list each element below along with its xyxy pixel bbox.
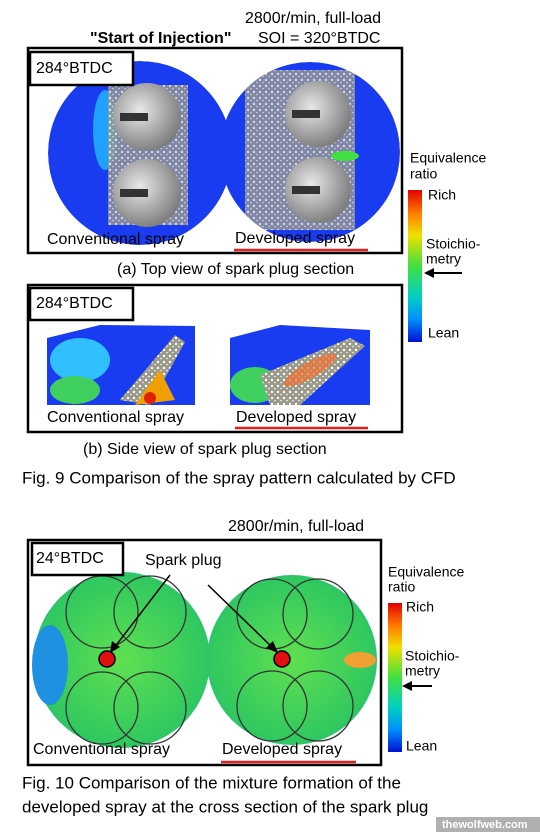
color-bar [388,603,402,752]
angle-label: 284°BTDC [36,295,113,312]
angle-box [30,541,125,577]
angle-box [28,50,135,87]
legend-title: ratio [410,166,437,182]
legend-title: ratio [388,579,415,595]
condition: 2800r/min, full-load [228,518,364,535]
arrow-head [424,268,434,278]
condition: 2800r/min, full-load [245,10,381,27]
panel-frame [26,538,383,767]
injection-value: SOI = 320°BTDC [258,30,380,47]
panel-caption: (a) Top view of spark plug section [117,261,354,278]
panel-frame [26,46,404,255]
side-view-conventional [47,325,195,405]
label-conventional: Conventional spray [47,409,184,426]
label-developed: Developed spray [235,230,355,247]
angle-label: 24°BTDC [36,550,104,567]
figure-caption: Fig. 10 Comparison of the mixture format… [22,773,401,792]
angle-box [28,286,135,322]
legend-stoich: metry [405,663,440,679]
legend-stoich: metry [426,251,461,267]
top-view-conventional [48,61,232,245]
pointer-arrow [113,574,171,649]
label-conventional: Conventional spray [33,741,170,758]
pointer-arrow [207,584,274,649]
section-developed [207,575,377,745]
angle-label: 284°BTDC [36,60,113,77]
figure-caption: developed spray at the cross section of … [22,797,428,816]
legend-title: Equivalence [410,150,486,166]
panel-frame [26,283,404,434]
legend-title: Equivalence [388,564,464,580]
injection-label: "Start of Injection" [90,30,231,47]
top-view-developed [220,62,400,242]
arrow-head [266,641,278,653]
color-bar [408,190,422,342]
arrow-head [110,641,120,653]
legend-lean: Lean [406,738,437,754]
watermark: thewolfweb.com [442,819,528,831]
section-conventional [32,572,210,748]
figure-caption: Fig. 9 Comparison of the spray pattern c… [22,468,456,487]
legend-stoich: Stoichio- [405,648,460,664]
pointer-label: Spark plug [145,552,222,569]
legend-rich: Rich [428,187,456,203]
arrow-head [402,681,412,691]
legend-stoich: Stoichio- [426,236,481,252]
legend-lean: Lean [428,325,459,341]
label-developed: Developed spray [222,741,342,758]
legend-rich: Rich [406,599,434,615]
panel-caption: (b) Side view of spark plug section [83,441,327,458]
watermark-bg [436,817,540,832]
label-developed: Developed spray [236,409,356,426]
label-conventional: Conventional spray [47,231,184,248]
side-view-developed [230,325,370,405]
